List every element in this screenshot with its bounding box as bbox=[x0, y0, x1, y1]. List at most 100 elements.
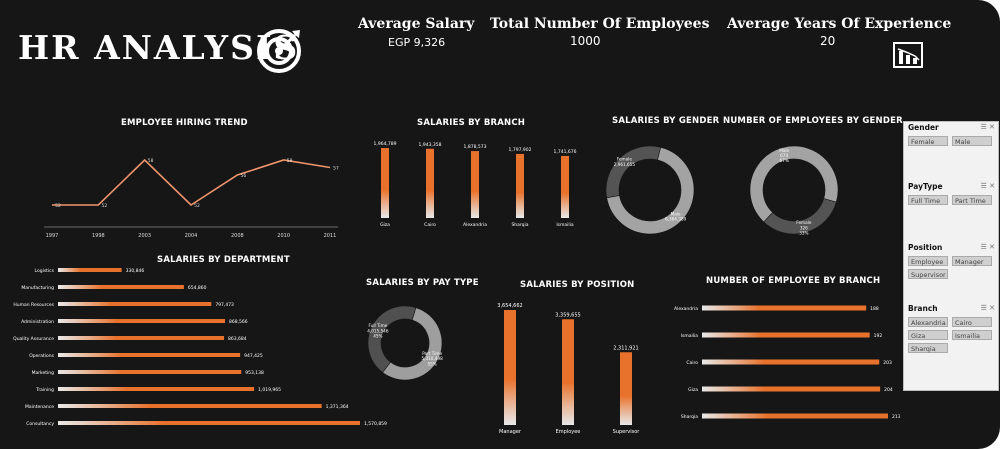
x-tick-label: 1998 bbox=[92, 233, 105, 239]
slicer-item-cairo[interactable]: Cairo bbox=[952, 317, 992, 327]
slicer-clear-icon[interactable]: ☰ ✕ bbox=[980, 123, 995, 131]
kpi-average-salary-value: EGP 9,326 bbox=[388, 36, 446, 49]
slicer-item-manager[interactable]: Manager bbox=[952, 256, 992, 266]
x-tick-label: Giza bbox=[380, 222, 390, 228]
data-label: 57 bbox=[333, 166, 339, 172]
kpi-average-experience-label: Average Years Of Experience bbox=[727, 16, 952, 32]
bar bbox=[471, 151, 479, 218]
x-tick-label: Employee bbox=[556, 429, 581, 435]
slicer-paytype-title: PayType bbox=[908, 182, 943, 191]
dashboard-title: HR ANALYSIS bbox=[18, 28, 300, 67]
data-label: 1,019,965 bbox=[258, 387, 281, 393]
bar bbox=[561, 155, 569, 218]
slicer-item-sharqia[interactable]: Sharqia bbox=[908, 343, 948, 353]
slicer-item-alexandria[interactable]: Alexandria bbox=[908, 317, 948, 327]
target-icon bbox=[257, 29, 301, 73]
donut-slice bbox=[763, 198, 837, 235]
hiring-trend-line bbox=[52, 158, 331, 207]
bar bbox=[702, 359, 880, 365]
slicer-clear-icon[interactable]: ☰ ✕ bbox=[980, 182, 995, 190]
x-tick-label: 2004 bbox=[185, 233, 198, 239]
bar bbox=[58, 268, 122, 272]
data-label: 1,741,676 bbox=[554, 149, 577, 155]
slicer-item-supervisor[interactable]: Supervisor bbox=[908, 269, 948, 279]
salaries-by-position-chart: 3,654,662 Manager 3,359,655 Employee 2,311,9… bbox=[497, 303, 641, 435]
data-label: 1,943,358 bbox=[419, 142, 442, 148]
data-label: 1,570,859 bbox=[364, 421, 387, 427]
kpi-total-employees-value: 1000 bbox=[570, 34, 601, 48]
donut-slice bbox=[606, 146, 695, 235]
donut-slice bbox=[749, 145, 839, 223]
data-label: 1,964,789 bbox=[374, 141, 397, 147]
y-tick-label: Cairo bbox=[686, 360, 698, 366]
slicer-item-male[interactable]: Male bbox=[952, 136, 992, 146]
salaries-by-department-title: SALARIES BY DEPARTMENT bbox=[157, 255, 290, 265]
x-tick-label: Sharqia bbox=[511, 222, 528, 228]
data-label: 56 bbox=[240, 173, 246, 179]
x-tick-label: Manager bbox=[499, 429, 522, 435]
y-tick-label: Logistics bbox=[35, 268, 55, 274]
slicer-branch-title: Branch bbox=[908, 304, 938, 313]
slicer-item-employee[interactable]: Employee bbox=[908, 256, 948, 266]
data-label: 58 bbox=[287, 158, 293, 164]
data-label: 3,359,655 bbox=[555, 312, 580, 318]
slicer-position-title: Position bbox=[908, 243, 943, 252]
bar bbox=[702, 305, 867, 311]
bar bbox=[58, 302, 212, 306]
slicer-clear-icon[interactable]: ☰ ✕ bbox=[980, 243, 995, 251]
employees-by-branch-chart: Alexandria 188 Ismailia 192 Cairo 203 Giza 204 S… bbox=[674, 305, 900, 420]
y-tick-label: Giza bbox=[688, 387, 698, 393]
hiring-trend-chart: 52 1997 52 1998 58 2003 52 2004 56 2008 58 2010 57 20… bbox=[44, 158, 339, 239]
slicer-item-ismailia[interactable]: Ismailia bbox=[952, 330, 992, 340]
data-label: 330,846 bbox=[126, 268, 145, 274]
data-label: 192 bbox=[874, 333, 883, 339]
data-label: 188 bbox=[870, 306, 879, 312]
slicer-gender-title: Gender bbox=[908, 123, 939, 132]
salaries-by-gender-chart: Female 2,961,655 Male 6,364,389 bbox=[605, 145, 695, 235]
data-label: 2,311,921 bbox=[613, 345, 638, 351]
x-tick-label: Supervisor bbox=[613, 429, 641, 435]
bar bbox=[58, 404, 322, 408]
data-label: 654,860 bbox=[188, 285, 207, 291]
slicer-item-part-time[interactable]: Part Time bbox=[952, 195, 992, 205]
kpi-total-employees-label: Total Number Of Employees bbox=[490, 16, 710, 32]
bar bbox=[58, 353, 241, 357]
slicer-item-female[interactable]: Female bbox=[908, 136, 948, 146]
data-label: 947,425 bbox=[244, 353, 263, 359]
donut-slice bbox=[367, 305, 417, 373]
employees-by-gender-chart: Male 674 67% Female 326 33% bbox=[749, 145, 839, 236]
data-label: Male 674 67% bbox=[779, 148, 789, 163]
x-tick-label: 2008 bbox=[231, 233, 244, 239]
data-label: 52 bbox=[194, 203, 200, 209]
slicer-item-giza[interactable]: Giza bbox=[908, 330, 948, 340]
x-tick-label: 2003 bbox=[138, 233, 151, 239]
x-tick-label: 1997 bbox=[46, 233, 59, 239]
y-tick-label: Quality Assurance bbox=[13, 336, 54, 342]
x-tick-label: 2011 bbox=[324, 233, 337, 239]
data-label: 1,878,573 bbox=[464, 144, 487, 150]
kpi-average-experience-value: 20 bbox=[820, 34, 836, 48]
bar bbox=[702, 332, 870, 338]
data-label: 953,138 bbox=[245, 370, 264, 376]
data-label: 1,371,364 bbox=[326, 404, 349, 410]
bar bbox=[620, 352, 632, 425]
bar bbox=[702, 413, 888, 419]
bar bbox=[702, 386, 881, 392]
y-tick-label: Sharqia bbox=[681, 414, 698, 420]
bar-report-icon[interactable] bbox=[893, 42, 923, 68]
slicer-item-full-time[interactable]: Full Time bbox=[908, 195, 948, 205]
y-tick-label: Operations bbox=[29, 353, 54, 359]
bar bbox=[516, 153, 524, 218]
donut-slice bbox=[605, 145, 662, 199]
data-label: 868,566 bbox=[229, 319, 248, 325]
bar bbox=[58, 319, 225, 323]
salaries-by-position-title: SALARIES BY POSITION bbox=[520, 280, 635, 290]
y-tick-label: Human Resources bbox=[13, 302, 54, 308]
slicer-clear-icon[interactable]: ☰ ✕ bbox=[980, 304, 995, 312]
kpi-average-salary-label: Average Salary bbox=[358, 16, 475, 32]
data-label: 52 bbox=[101, 203, 107, 209]
salaries-by-gender-title: SALARIES BY GENDER bbox=[612, 116, 720, 126]
y-tick-label: Manufacturing bbox=[21, 285, 54, 291]
data-label: 213 bbox=[892, 414, 900, 420]
data-label: Female 326 33% bbox=[796, 220, 812, 235]
